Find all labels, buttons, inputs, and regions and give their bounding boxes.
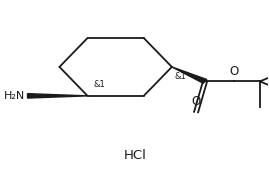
Text: O: O [230,65,239,78]
Text: H₂N: H₂N [4,91,25,101]
Text: O: O [192,95,201,108]
Text: &1: &1 [174,72,186,81]
Text: HCl: HCl [123,149,146,162]
Text: &1: &1 [94,80,106,89]
Polygon shape [27,94,87,98]
Polygon shape [172,67,207,83]
